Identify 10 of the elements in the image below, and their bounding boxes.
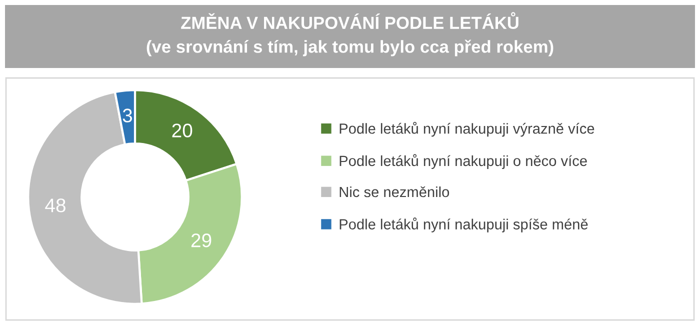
chart-title: ZMĚNA V NAKUPOVÁNÍ PODLE LETÁKŮ — [181, 12, 518, 30]
legend-label: Podle letáků nyní nakupuji o něco více — [340, 154, 587, 169]
data-label: 20 — [172, 124, 192, 138]
chart-subtitle: (ve srovnání s tím, jak tomu bylo cca před rokem) — [146, 40, 554, 56]
legend-label: Nic se nezměnilo — [340, 186, 450, 198]
legend-label: Podle letáků nyní nakupuji výrazně více — [340, 122, 594, 137]
data-label: 48 — [45, 198, 66, 212]
data-label: 29 — [191, 234, 212, 248]
data-label: 3 — [122, 108, 132, 122]
legend-label: Podle letáků nyní nakupuji spíše méně — [340, 218, 588, 232]
